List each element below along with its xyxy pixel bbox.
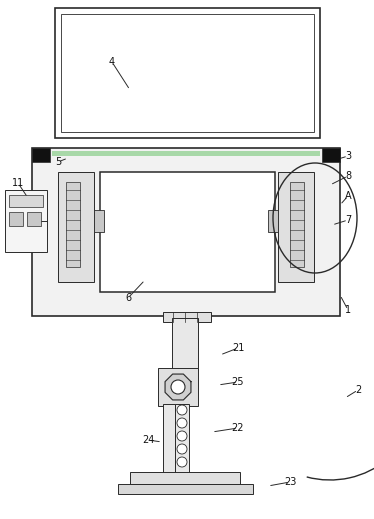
Bar xyxy=(58,172,94,282)
Bar xyxy=(5,190,47,252)
Bar xyxy=(290,182,304,267)
Bar xyxy=(278,172,314,282)
Text: 21: 21 xyxy=(232,343,244,353)
Bar xyxy=(52,151,320,156)
Text: 5: 5 xyxy=(55,157,61,167)
Bar xyxy=(268,210,278,232)
Bar xyxy=(27,212,41,226)
Bar xyxy=(55,8,320,138)
Bar xyxy=(9,195,43,207)
Bar xyxy=(118,484,253,494)
Text: 4: 4 xyxy=(109,57,115,67)
Bar xyxy=(158,368,198,406)
Bar xyxy=(172,318,198,370)
Bar xyxy=(175,404,189,474)
Text: 8: 8 xyxy=(345,171,351,181)
Bar xyxy=(61,14,314,132)
Circle shape xyxy=(177,405,187,415)
Circle shape xyxy=(177,418,187,428)
Bar xyxy=(130,472,240,484)
Circle shape xyxy=(171,380,185,394)
Text: 11: 11 xyxy=(12,178,24,188)
Bar xyxy=(9,212,23,226)
Bar xyxy=(66,182,80,267)
Bar xyxy=(32,148,50,162)
Circle shape xyxy=(177,444,187,454)
Bar xyxy=(100,172,275,292)
Text: 25: 25 xyxy=(232,377,244,387)
Bar xyxy=(32,148,340,316)
Bar xyxy=(322,148,340,162)
Circle shape xyxy=(177,431,187,441)
Text: 2: 2 xyxy=(355,385,361,395)
Bar xyxy=(163,404,175,474)
Polygon shape xyxy=(165,374,191,400)
Text: 24: 24 xyxy=(142,435,154,445)
Text: 1: 1 xyxy=(345,305,351,315)
Text: 23: 23 xyxy=(284,477,296,487)
Bar xyxy=(163,312,211,322)
Text: 3: 3 xyxy=(345,151,351,161)
Circle shape xyxy=(177,457,187,467)
Text: 22: 22 xyxy=(232,423,244,433)
Text: 6: 6 xyxy=(125,293,131,303)
Text: A: A xyxy=(345,191,351,201)
Text: 7: 7 xyxy=(345,215,351,225)
Bar xyxy=(94,210,104,232)
